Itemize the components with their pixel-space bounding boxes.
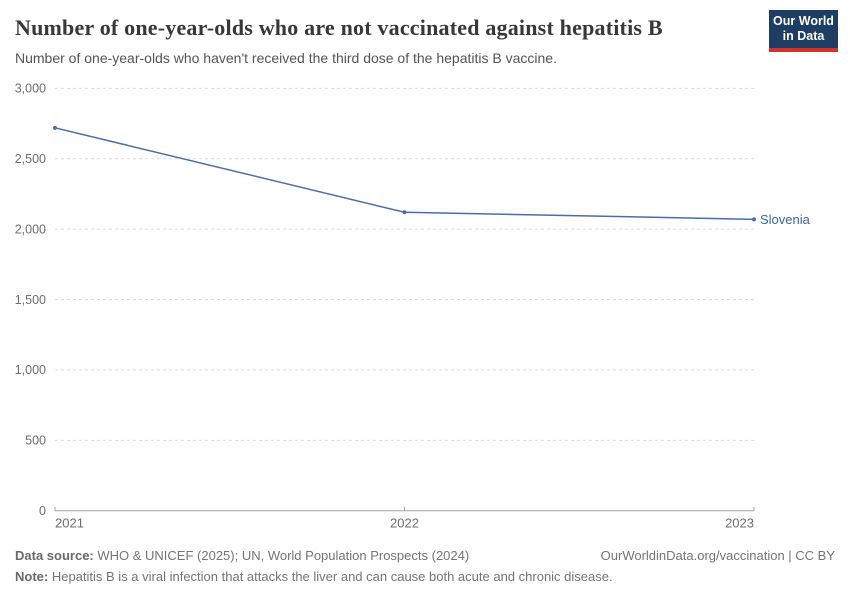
owid-logo-line1: Our World — [773, 14, 834, 28]
x-axis-ticks — [54, 506, 755, 511]
entity-label-slovenia[interactable]: Slovenia — [760, 212, 811, 227]
chart-subtitle: Number of one-year-olds who haven't rece… — [15, 50, 557, 66]
data-line[interactable] — [54, 127, 755, 221]
y-axis-tick-label: 1,500 — [15, 293, 46, 307]
x-axis-tick-label: 2023 — [725, 516, 754, 531]
x-axis-tick-label: 2022 — [390, 516, 419, 531]
data-source-line: Data source: WHO & UNICEF (2025); UN, Wo… — [15, 545, 469, 566]
y-axis-tick-label: 2,000 — [15, 222, 46, 236]
y-axis-tick-label: 500 — [25, 434, 46, 448]
y-axis-tick-label: 1,000 — [15, 363, 46, 377]
y-axis-tick-label: 0 — [39, 504, 46, 518]
data-point[interactable] — [53, 125, 57, 130]
data-point[interactable] — [752, 217, 756, 222]
owid-url-link[interactable]: OurWorldinData.org/vaccination | CC BY — [600, 548, 835, 563]
y-axis-labels: 0 500 1,000 1,500 2,000 2,500 3,000 — [15, 82, 46, 518]
note-text: Hepatitis B is a viral infection that at… — [48, 569, 613, 584]
x-axis-tick-label: 2021 — [55, 516, 84, 531]
gridlines — [55, 87, 754, 441]
note-label: Note: — [15, 569, 49, 584]
data-points[interactable] — [53, 125, 756, 222]
owid-logo-line2: in Data — [782, 29, 825, 43]
data-point[interactable] — [402, 210, 407, 215]
x-axis-labels: 2021 2022 2023 — [55, 516, 754, 531]
y-axis-tick-label: 2,500 — [15, 152, 46, 166]
data-source-text: WHO & UNICEF (2025); UN, World Populatio… — [93, 548, 470, 563]
chart-footer: Data source: WHO & UNICEF (2025); UN, Wo… — [15, 545, 835, 587]
chart-title: Number of one-year-olds who are not vacc… — [15, 15, 663, 40]
data-source-label: Data source: — [15, 548, 94, 563]
y-axis-tick-label: 3,000 — [15, 82, 46, 96]
owid-logo[interactable]: Our World in Data — [769, 10, 838, 52]
note-line: Note: Hepatitis B is a viral infection t… — [15, 566, 613, 587]
